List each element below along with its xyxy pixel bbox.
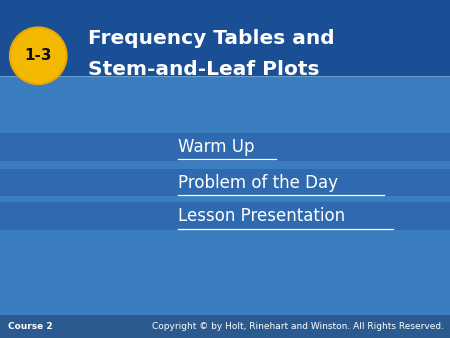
Text: 1-3: 1-3 bbox=[24, 48, 52, 63]
Bar bbox=[0, 202, 450, 230]
Circle shape bbox=[10, 27, 67, 84]
Text: Copyright © by Holt, Rinehart and Winston. All Rights Reserved.: Copyright © by Holt, Rinehart and Winsto… bbox=[152, 322, 444, 331]
Bar bbox=[0, 0, 450, 76]
Text: Frequency Tables and: Frequency Tables and bbox=[88, 29, 334, 48]
Text: Course 2: Course 2 bbox=[8, 322, 53, 331]
Bar bbox=[0, 169, 450, 196]
Bar bbox=[0, 315, 450, 338]
Text: Lesson Presentation: Lesson Presentation bbox=[178, 207, 345, 225]
Bar bbox=[0, 133, 450, 161]
Text: Warm Up: Warm Up bbox=[178, 138, 254, 156]
Text: Stem-and-Leaf Plots: Stem-and-Leaf Plots bbox=[88, 60, 319, 79]
Text: Problem of the Day: Problem of the Day bbox=[178, 173, 338, 192]
